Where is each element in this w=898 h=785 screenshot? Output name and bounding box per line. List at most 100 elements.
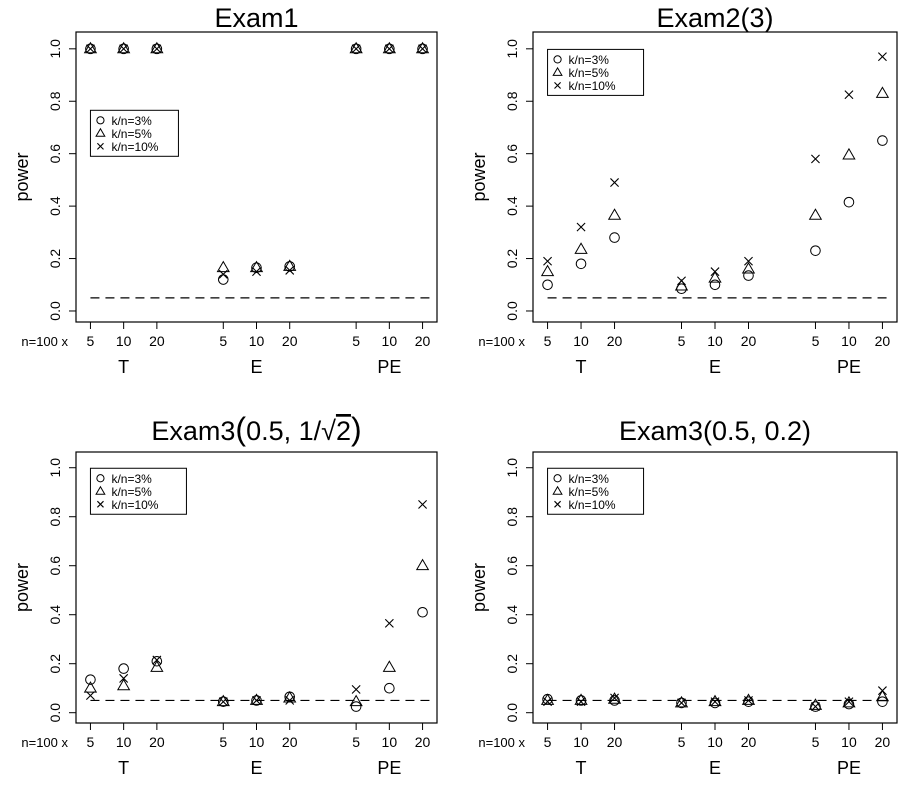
point-cross <box>610 178 620 187</box>
point-triangle <box>875 689 890 702</box>
y-tick-label: 0.8 <box>504 507 520 527</box>
chart-panel-1: Exam1 0.0 0.2 0.4 0.6 0.8 1.0 power 5 10 20 5 10 20 5 1… <box>12 3 438 377</box>
x-tick-label: 10 <box>841 333 857 349</box>
point-cross <box>543 697 553 707</box>
point-cross <box>152 44 162 54</box>
point-circle <box>877 135 888 146</box>
legend-marker-cross-icon <box>96 142 104 150</box>
group-label-t: T <box>576 758 587 778</box>
chart-panel-4: Exam3(0.5, 0.2) 0.0 0.2 0.4 0.6 0.8 1.0 power 5 1… <box>469 416 898 778</box>
point-triangle <box>116 678 131 691</box>
legend-label: k/n=3% <box>111 472 152 486</box>
point-triangle <box>741 693 756 705</box>
legend-marker-circle-icon <box>553 474 562 483</box>
y-tick-label: 0.0 <box>504 703 520 723</box>
point-triangle <box>150 41 164 54</box>
x-prefix-label: n=100 x <box>21 735 68 750</box>
y-tick-label: 0.4 <box>47 196 63 216</box>
legend-label: k/n=3% <box>111 114 152 128</box>
legend-label: k/n=10% <box>569 79 616 93</box>
point-cross <box>677 276 686 286</box>
point-cross <box>252 695 261 705</box>
chart-title: Exam3(0.5, 0.2) <box>619 416 811 446</box>
point-circle <box>151 43 163 55</box>
point-circle <box>284 261 296 272</box>
point-triangle <box>116 41 131 54</box>
point-cross <box>384 618 394 628</box>
x-tick-label: 5 <box>87 734 95 750</box>
legend-box <box>89 109 179 157</box>
point-cross <box>384 44 394 54</box>
point-circle <box>417 43 428 55</box>
legend-label: k/n=5% <box>111 127 152 141</box>
x-tick-label: 10 <box>573 734 589 750</box>
legend-marker-circle-icon <box>553 55 562 64</box>
plot-frame <box>75 31 438 323</box>
point-cross <box>418 499 428 509</box>
point-cross <box>119 44 129 54</box>
point-cross <box>252 267 261 277</box>
point-triangle <box>349 694 363 707</box>
point-circle <box>542 279 553 291</box>
point-cross <box>152 655 162 665</box>
group-label-t: T <box>576 357 587 377</box>
y-tick-label: 1.0 <box>504 458 520 478</box>
x-tick-label: 10 <box>382 333 398 349</box>
group-label-e: E <box>709 758 721 778</box>
point-triangle <box>708 271 722 283</box>
point-circle <box>118 663 129 674</box>
point-triangle <box>349 41 363 54</box>
y-tick-label: 0.8 <box>47 91 63 111</box>
chart-panel-2: Exam2(3) 0.0 0.2 0.4 0.6 0.8 1.0 power 5 10 20 5 10 2… <box>469 3 898 377</box>
point-cross <box>677 698 686 708</box>
group-label-t: T <box>118 357 129 377</box>
y-tick-label: 0.8 <box>47 507 63 527</box>
x-tick-label: 5 <box>352 333 360 349</box>
x-tick-label: 20 <box>415 333 431 349</box>
y-tick-label: 0.0 <box>504 301 520 321</box>
x-tick-label: 5 <box>219 333 227 349</box>
point-cross <box>119 673 129 683</box>
x-tick-label: 10 <box>249 734 265 750</box>
chart-title-radicand: 2 <box>336 416 351 446</box>
x-tick-label: 20 <box>607 734 623 750</box>
point-triangle <box>382 660 397 672</box>
x-tick-label: 20 <box>282 734 298 750</box>
point-triangle <box>574 242 588 254</box>
y-tick-label: 1.0 <box>47 39 63 59</box>
x-tick-label: 20 <box>875 333 891 349</box>
point-triangle <box>83 41 98 54</box>
x-tick-label: 10 <box>382 734 398 750</box>
point-circle <box>709 697 721 709</box>
point-triangle <box>708 694 722 707</box>
point-triangle <box>382 41 397 54</box>
y-tick-label: 0.2 <box>47 654 63 674</box>
x-tick-label: 5 <box>678 734 686 750</box>
y-tick-label: 0.6 <box>504 144 520 164</box>
point-cross <box>610 693 620 703</box>
chart-title: Exam3(0.5, 1/√2) <box>151 411 361 447</box>
point-circle <box>251 695 262 706</box>
point-circle <box>384 682 395 694</box>
point-cross <box>418 44 428 54</box>
x-tick-label: 10 <box>841 734 857 750</box>
point-triangle <box>842 147 856 160</box>
point-triangle <box>540 264 555 277</box>
group-label-pe: PE <box>837 758 861 778</box>
x-tick-label: 5 <box>812 734 820 750</box>
point-cross <box>744 695 753 705</box>
y-tick-label: 0.4 <box>504 196 520 216</box>
point-circle <box>417 606 428 618</box>
legend-label: k/n=10% <box>111 140 158 154</box>
point-cross <box>844 90 854 100</box>
point-cross <box>844 697 854 707</box>
group-label-e: E <box>709 357 721 377</box>
y-tick-label: 0.4 <box>47 605 63 625</box>
point-cross <box>85 44 95 54</box>
chart-panel-3: Exam3(0.5, 1/√2) 0.0 0.2 0.4 0.6 0.8 1.0 power 5… <box>12 411 438 778</box>
legend-marker-cross-icon <box>96 500 104 508</box>
y-tick-label: 0.0 <box>47 703 63 723</box>
point-circle <box>350 701 362 712</box>
x-tick-label: 5 <box>87 333 95 349</box>
point-triangle <box>808 208 823 220</box>
